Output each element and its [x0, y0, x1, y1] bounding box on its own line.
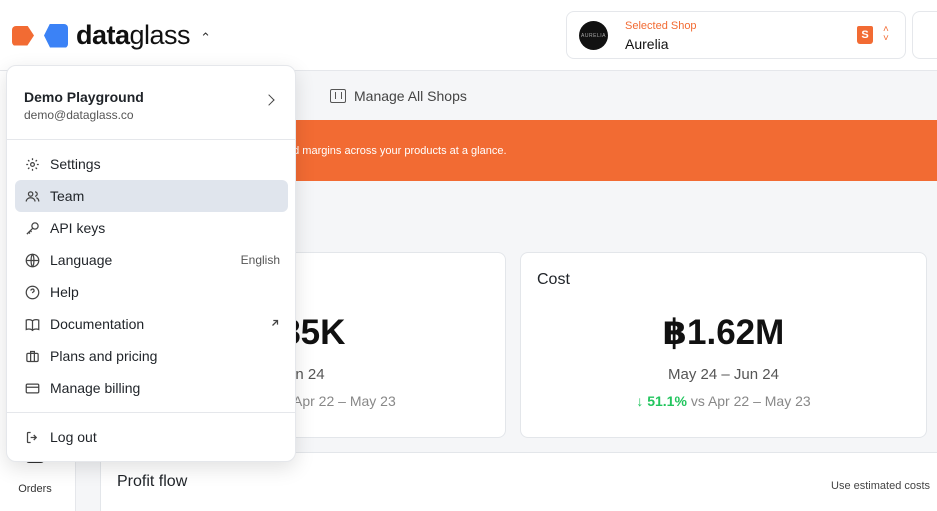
- menu-item-api-keys[interactable]: API keys: [15, 212, 288, 244]
- menu-item-team[interactable]: Team: [15, 180, 288, 212]
- shop-caption: Selected Shop: [625, 20, 697, 32]
- menu-item-label: Language: [50, 252, 113, 268]
- shop-avatar: AURELIA: [579, 21, 608, 50]
- gear-icon: [25, 157, 40, 172]
- card-compare: Apr 22 – May 23: [293, 393, 396, 409]
- card-range: May 24 – Jun 24: [668, 366, 779, 383]
- menu-item-help[interactable]: Help: [15, 276, 288, 308]
- language-value: English: [240, 253, 280, 267]
- rail-item-orders[interactable]: Orders: [18, 483, 52, 495]
- chevron-up-icon: ⌃: [200, 29, 211, 45]
- menu-item-label: API keys: [50, 220, 106, 236]
- book-icon: [25, 317, 40, 332]
- shop-selector[interactable]: AURELIA Selected Shop Aurelia S ˄ ˅: [566, 11, 906, 59]
- menu-item-documentation[interactable]: Documentation: [15, 308, 288, 340]
- card-title: Cost: [537, 271, 570, 288]
- shop-name: Aurelia: [625, 36, 669, 52]
- users-icon: [25, 189, 40, 204]
- compare-prefix: vs: [690, 393, 705, 409]
- menu-item-language[interactable]: Language English: [15, 244, 288, 276]
- account-switcher[interactable]: Demo Playground demo@dataglass.co: [7, 66, 295, 140]
- arrow-up-right-icon: [270, 317, 280, 331]
- menu-item-label: Team: [50, 188, 85, 204]
- menu-item-plans-and-pricing[interactable]: Plans and pricing: [15, 340, 288, 372]
- menu-list: Settings Team API keys Language English …: [15, 148, 288, 404]
- workspace-switcher[interactable]: dataglass ⌃: [12, 20, 211, 51]
- dataglass-logo-icon: [12, 23, 68, 49]
- logout-icon: [25, 430, 40, 445]
- tab-label: Manage All Shops: [354, 88, 467, 104]
- shopee-bag-icon: S: [857, 26, 873, 44]
- menu-item-manage-billing[interactable]: Manage billing: [15, 372, 288, 404]
- estimated-costs-toggle-label[interactable]: Use estimated costs: [831, 480, 931, 492]
- tab-manage-all-shops[interactable]: Manage All Shops: [330, 88, 467, 104]
- account-email: demo@dataglass.co: [24, 108, 134, 122]
- change-percent: 51.1%: [647, 393, 687, 409]
- menu-item-label: Log out: [50, 429, 97, 445]
- compare-range: Apr 22 – May 23: [707, 393, 811, 409]
- menu-item-label: Manage billing: [50, 380, 141, 396]
- logo-text: dataglass: [76, 20, 191, 50]
- menu-item-label: Settings: [50, 156, 101, 172]
- menu-item-settings[interactable]: Settings: [15, 148, 288, 180]
- account-name: Demo Playground: [24, 89, 144, 105]
- briefcase-icon: [25, 349, 40, 364]
- banner-text: nd margins across your products at a gla…: [287, 145, 507, 157]
- account-menu: Demo Playground demo@dataglass.co Settin…: [6, 65, 296, 462]
- credit-card-icon: [25, 381, 40, 396]
- key-icon: [25, 221, 40, 236]
- help-circle-icon: [25, 285, 40, 300]
- menu-item-label: Documentation: [50, 316, 145, 332]
- card-value: ฿1.62M: [662, 313, 785, 352]
- chevron-right-icon: [263, 94, 275, 106]
- arrow-down-icon: ↓: [636, 393, 644, 409]
- globe-icon: [25, 253, 40, 268]
- top-bar: dataglass ⌃ AURELIA Selected Shop Aureli…: [0, 0, 937, 71]
- building-icon: [330, 89, 346, 103]
- card-compare: ↓ 51.1% vs Apr 22 – May 23: [521, 393, 926, 409]
- menu-item-logout[interactable]: Log out: [15, 421, 288, 453]
- logout-section: Log out: [15, 421, 288, 453]
- metric-card-cost: Cost ฿1.62M May 24 – Jun 24 ↓ 51.1% vs A…: [520, 252, 927, 438]
- menu-divider: [7, 412, 295, 413]
- menu-item-label: Help: [50, 284, 79, 300]
- menu-item-label: Plans and pricing: [50, 348, 158, 364]
- shop-grid-button[interactable]: [912, 11, 937, 59]
- chevron-up-down-icon: ˄ ˅: [883, 24, 889, 44]
- profit-title: Profit flow: [117, 473, 188, 490]
